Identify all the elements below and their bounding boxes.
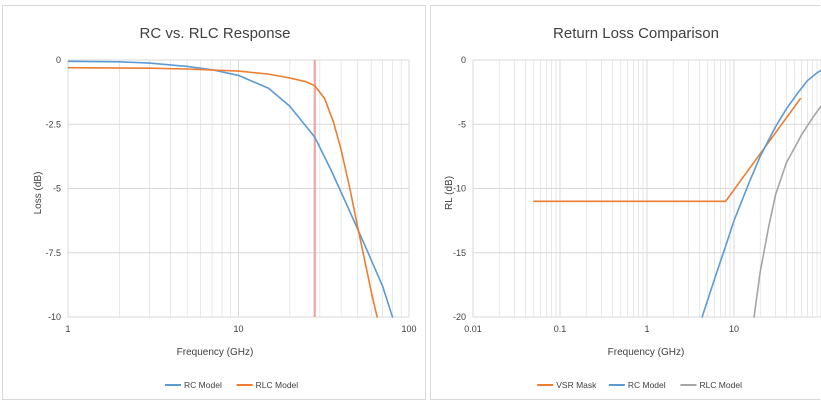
gridlines (67, 59, 410, 318)
legend-label-rlc-model: RLC Model (699, 380, 742, 390)
x-tick-label: 0.1 (554, 324, 567, 334)
y-tick-label: -5 (53, 184, 61, 194)
series-line-rlc-model (68, 66, 378, 318)
y-tick-label: -10 (48, 312, 61, 322)
y-tick-label: -20 (453, 312, 466, 322)
legend-label-rc-model: RC Model (628, 380, 666, 390)
x-tick-label: 10 (729, 324, 739, 334)
y-tick-label: 0 (56, 55, 61, 65)
series-line-vsr-mask (533, 97, 802, 203)
x-tick-label: 100 (401, 324, 416, 334)
y-tick-label: -10 (453, 184, 466, 194)
y-axis-label: Loss (dB) (33, 172, 44, 215)
series-line-rlc-model (753, 105, 821, 318)
y-axis-label: RL (dB) (444, 176, 455, 210)
series-line-rc-model (701, 69, 821, 318)
y-tick-label: -7.5 (45, 248, 61, 258)
series-line-rc-model (68, 60, 394, 318)
legend: RC Model RLC Model (165, 380, 298, 390)
chart-panel-return-loss: Return Loss Comparison Frequency (GHz) R… (430, 5, 821, 400)
gridlines (472, 59, 821, 318)
chart-panel-rc-vs-rlc: RC vs. RLC Response Frequency (GHz) Loss… (2, 5, 426, 400)
y-tick-label: 0 (461, 55, 466, 65)
x-axis-label: Frequency (GHz) (608, 347, 685, 358)
y-tick-label: -15 (453, 248, 466, 258)
x-tick-label: 1 (644, 324, 649, 334)
y-tick-label: -5 (458, 119, 466, 129)
chart-rc-vs-rlc-svg: RC vs. RLC Response Frequency (GHz) Loss… (33, 25, 417, 390)
chart-return-loss-svg: Return Loss Comparison Frequency (GHz) R… (444, 25, 821, 390)
x-tick-label: 0.01 (464, 324, 482, 334)
legend-label-rlc-model: RLC Model (256, 380, 299, 390)
chart-title: Return Loss Comparison (553, 25, 719, 42)
legend-label-vsr-mask: VSR Mask (556, 380, 597, 390)
legend-label-rc-model: RC Model (184, 380, 222, 390)
legend: VSR Mask RC Model RLC Model (537, 380, 742, 390)
x-tick-label: 10 (233, 324, 243, 334)
x-tick-label: 1 (65, 324, 70, 334)
x-axis-label: Frequency (GHz) (177, 347, 254, 358)
y-tick-label: -2.5 (45, 119, 61, 129)
chart-title: RC vs. RLC Response (140, 25, 291, 42)
